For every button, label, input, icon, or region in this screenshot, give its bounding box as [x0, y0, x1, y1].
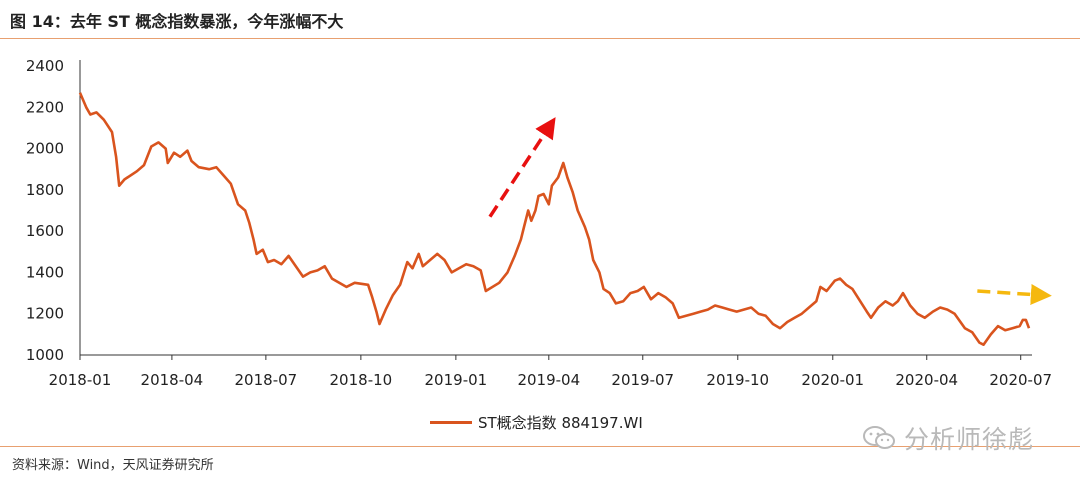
x-tick-label: 2018-07: [235, 371, 298, 389]
series-line-st-index: [78, 92, 1031, 346]
y-tick-label: 2200: [26, 98, 64, 116]
y-tick-label: 2000: [26, 140, 64, 158]
trend-arrow-flat: [977, 283, 1052, 305]
y-tick-label: 1000: [26, 346, 64, 364]
y-tick-label: 1400: [26, 263, 64, 281]
x-tick-label: 2019-07: [611, 371, 674, 389]
chart-title: 图 14：去年 ST 概念指数暴涨，今年涨幅不大: [10, 12, 344, 31]
wechat-icon: [863, 426, 895, 449]
chart-legend: ST概念指数 884197.WI: [430, 410, 643, 434]
y-tick-label: 1600: [26, 222, 64, 240]
st-index-line-chart: 1000 1200 1400 1600 1800 2000 2200 2400 2018-01 2…: [26, 57, 1052, 389]
x-tick-label: 2019-10: [706, 371, 769, 389]
x-tick-label: 2018-01: [49, 371, 112, 389]
x-tick-label: 2019-01: [425, 371, 488, 389]
watermark: 分析师徐彪: [862, 420, 1034, 456]
watermark-text: 分析师徐彪: [904, 425, 1035, 454]
legend-swatch: [430, 420, 472, 424]
y-tick-label: 1800: [26, 181, 64, 199]
y-tick-label: 1200: [26, 305, 64, 323]
y-tick-label: 2400: [26, 57, 64, 75]
x-tick-label: 2018-10: [330, 371, 393, 389]
footer-divider: [0, 446, 1080, 447]
legend-label: ST概念指数 884197.WI: [478, 413, 643, 432]
source-note: 资料来源：Wind，天风证券研究所: [12, 458, 214, 473]
x-tick-label: 2020-07: [989, 371, 1052, 389]
x-tick-label: 2019-04: [517, 371, 580, 389]
x-tick-label: 2020-04: [895, 371, 958, 389]
x-tick-label: 2020-01: [801, 371, 864, 389]
x-tick-label: 2018-04: [141, 371, 204, 389]
trend-arrow-up: [488, 117, 556, 218]
title-divider: [0, 38, 1080, 39]
